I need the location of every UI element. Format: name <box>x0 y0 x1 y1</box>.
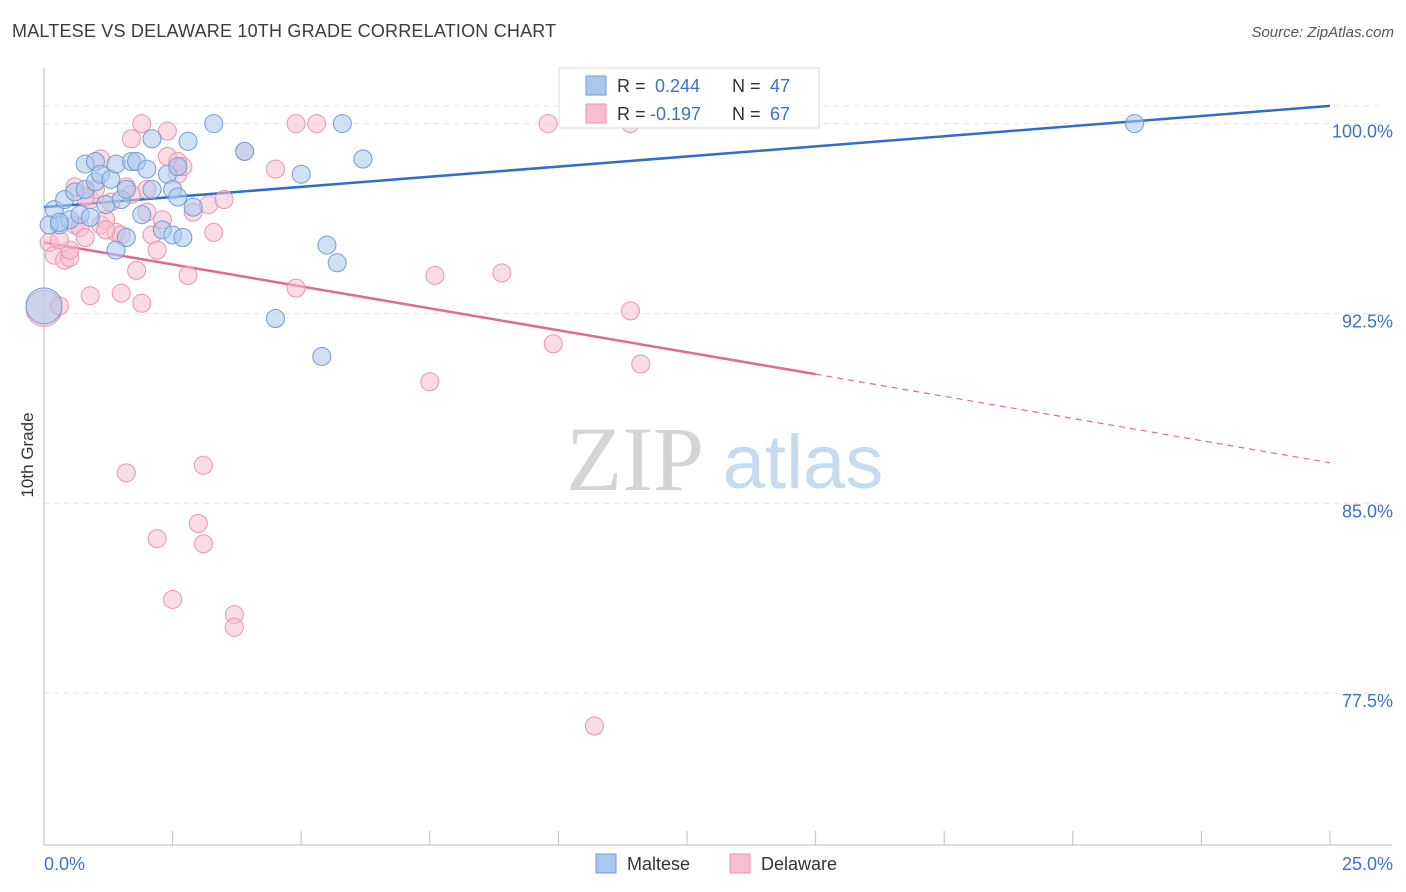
axes <box>43 68 1392 846</box>
x-tick-labels: 0.0% 25.0% <box>44 854 1393 874</box>
delaware-point <box>193 534 213 554</box>
x-tick-label: 25.0% <box>1342 854 1393 874</box>
delaware-swatch <box>585 103 607 124</box>
y-tick-label: 77.5% <box>1342 691 1393 711</box>
y-tick-labels: 77.5% 85.0% 92.5% 100.0% <box>1332 122 1393 712</box>
delaware-point <box>121 129 141 149</box>
maltese-point <box>173 227 193 247</box>
r-label: R = <box>617 76 646 96</box>
watermark: ZIP atlas <box>566 408 883 510</box>
delaware-point <box>307 114 327 134</box>
delaware-point <box>127 260 147 280</box>
legend-maltese-swatch <box>595 853 617 874</box>
maltese-point <box>1125 114 1145 134</box>
delaware-point <box>204 222 224 242</box>
delaware-point <box>132 293 152 313</box>
delaware-point <box>147 529 167 549</box>
delaware-point <box>132 114 152 134</box>
delaware-point <box>75 227 95 247</box>
series-legend: Maltese Delaware <box>595 853 837 874</box>
delaware-point <box>157 121 177 141</box>
delaware-point <box>80 286 100 306</box>
points <box>25 114 1145 736</box>
maltese-point <box>291 164 311 184</box>
trendlines <box>43 104 1331 464</box>
delaware-point <box>111 283 131 303</box>
y-tick-label: 92.5% <box>1342 311 1393 331</box>
legend-delaware-label: Delaware <box>761 854 837 874</box>
delaware-point <box>96 220 116 240</box>
delaware-point <box>492 263 512 283</box>
maltese-trendline <box>43 104 1331 209</box>
delaware-point <box>631 354 651 374</box>
delaware-point <box>193 455 213 475</box>
y-tick-label: 100.0% <box>1332 122 1393 142</box>
maltese-point <box>327 253 347 273</box>
chart-title: MALTESE VS DELAWARE 10TH GRADE CORRELATI… <box>12 21 557 41</box>
y-tick-label: 85.0% <box>1342 501 1393 521</box>
maltese-point <box>178 131 198 151</box>
maltese-point <box>235 141 255 161</box>
maltese-point <box>142 179 162 199</box>
r-label: R = <box>617 104 646 124</box>
maltese-point <box>265 308 285 328</box>
maltese-point <box>312 346 332 366</box>
delaware-point <box>224 617 244 637</box>
maltese-swatch <box>585 75 607 96</box>
delaware-trendline-extension <box>815 373 1331 464</box>
n-value: 47 <box>770 76 790 96</box>
delaware-point <box>163 589 183 609</box>
correlation-legend: R = 0.244 N = 47 R = -0.197 N = 67 <box>558 67 820 129</box>
delaware-point <box>584 716 604 736</box>
maltese-point <box>332 114 352 134</box>
maltese-point <box>142 129 162 149</box>
delaware-point <box>178 265 198 285</box>
maltese-point <box>137 159 157 179</box>
x-tick-label: 0.0% <box>44 854 85 874</box>
watermark-zip: ZIP <box>566 408 704 510</box>
delaware-point <box>420 372 440 392</box>
maltese-point <box>25 287 63 325</box>
delaware-point <box>265 159 285 179</box>
delaware-point <box>147 240 167 260</box>
delaware-point <box>538 114 558 134</box>
maltese-point <box>168 187 188 207</box>
maltese-point <box>183 197 203 217</box>
maltese-point <box>106 240 126 260</box>
watermark-atlas: atlas <box>723 420 884 505</box>
maltese-point <box>132 205 152 225</box>
delaware-point <box>543 334 563 354</box>
delaware-point <box>188 514 208 534</box>
y-axis-label: 10th Grade <box>18 412 37 497</box>
delaware-point <box>214 190 234 210</box>
r-value: 0.244 <box>655 76 700 96</box>
gridlines <box>44 105 1380 694</box>
legend-maltese-label: Maltese <box>627 854 690 874</box>
delaware-point <box>286 114 306 134</box>
maltese-point <box>204 114 224 134</box>
r-value: -0.197 <box>650 104 701 124</box>
n-label: N = <box>732 76 761 96</box>
maltese-point <box>168 157 188 177</box>
delaware-point <box>620 301 640 321</box>
maltese-point <box>317 235 337 255</box>
maltese-point <box>80 207 100 227</box>
source-credit: Source: ZipAtlas.com <box>1251 24 1394 41</box>
maltese-point <box>116 227 136 247</box>
delaware-trendline <box>43 241 816 376</box>
delaware-point <box>286 278 306 298</box>
n-label: N = <box>732 104 761 124</box>
n-value: 67 <box>770 104 790 124</box>
delaware-point <box>116 463 136 483</box>
legend-delaware-swatch <box>729 853 751 874</box>
maltese-point <box>353 149 373 169</box>
maltese-point <box>49 212 69 232</box>
delaware-point <box>425 265 445 285</box>
maltese-point <box>116 179 136 199</box>
